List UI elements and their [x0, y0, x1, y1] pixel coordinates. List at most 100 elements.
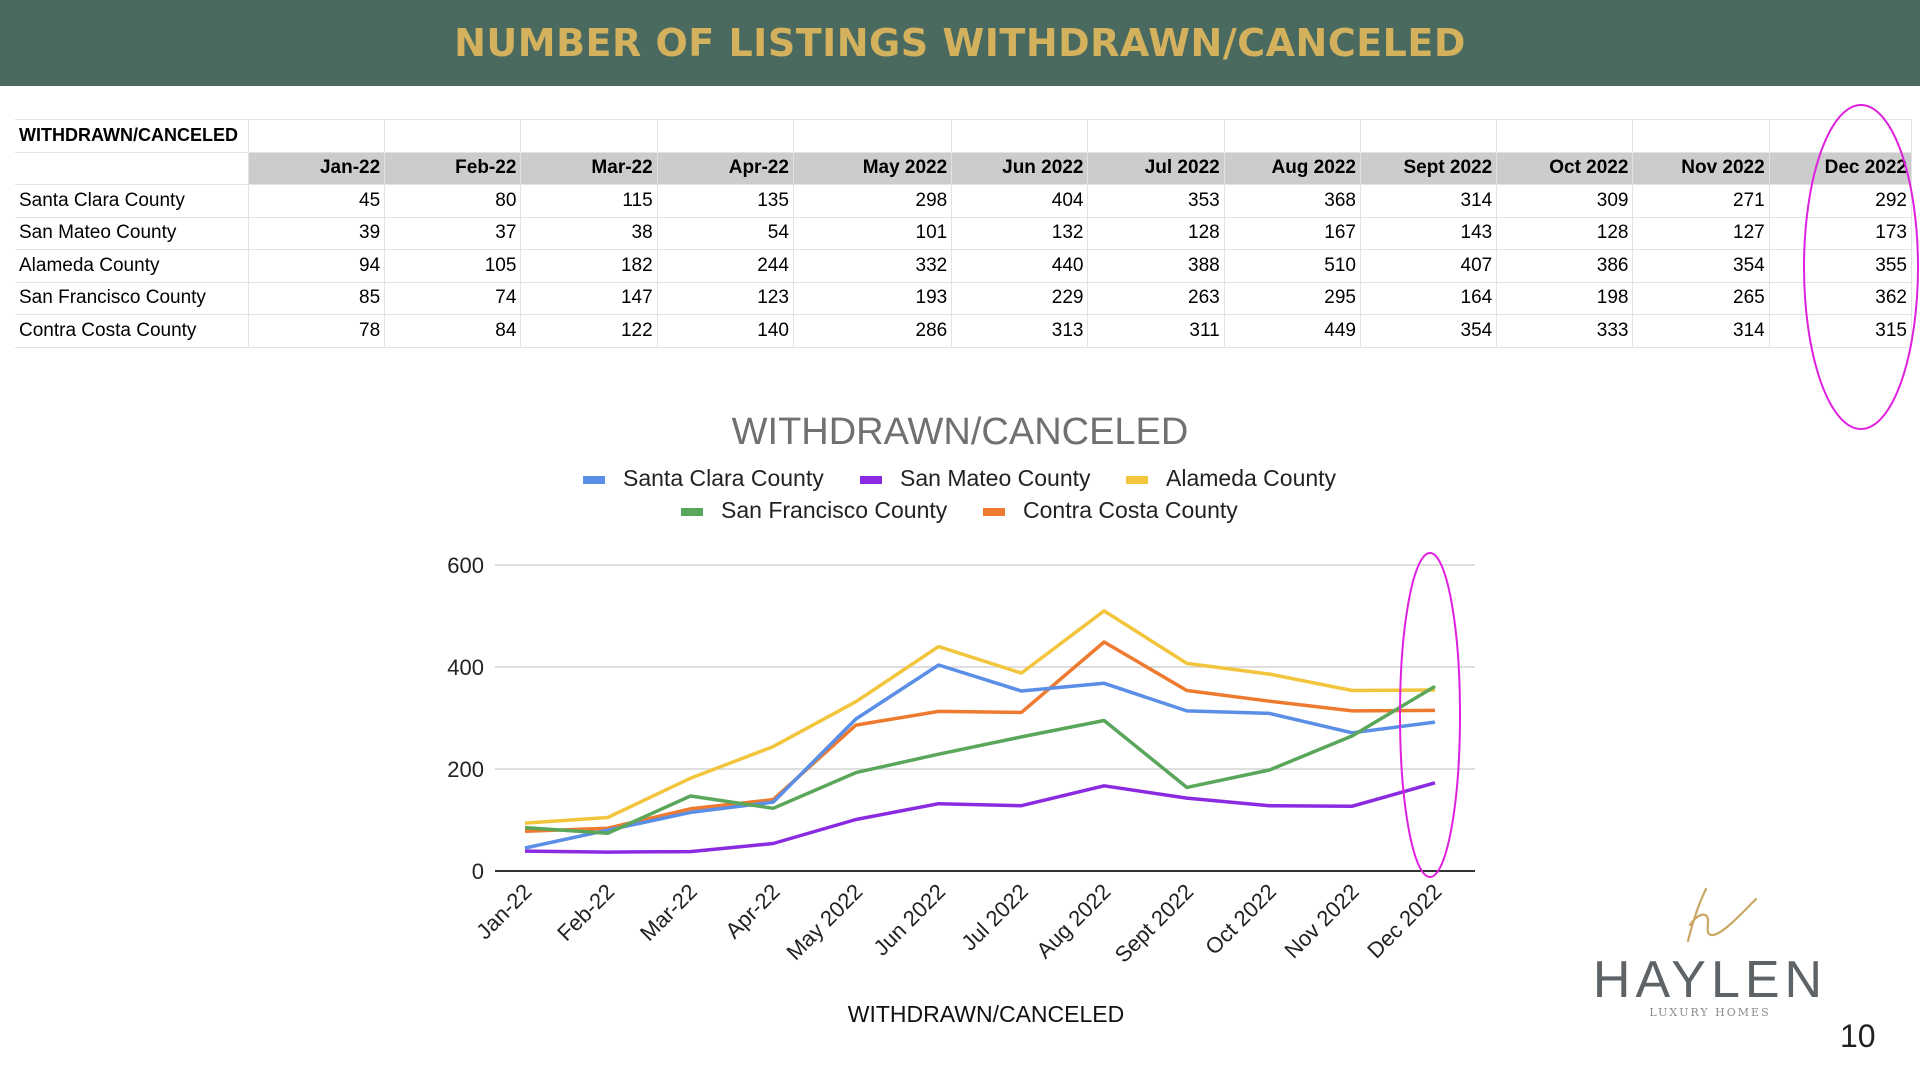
logo-subtitle: LUXURY HOMES: [1649, 1006, 1771, 1019]
table-cell: 311: [1087, 314, 1225, 348]
table-cell: 333: [1496, 314, 1634, 348]
table-cell: 122: [520, 314, 658, 348]
table-cell-empty: [657, 119, 794, 153]
table-row: San Francisco County 85 74 147 123 193 229 263 2…: [15, 282, 1913, 315]
table-cell-empty: [1632, 119, 1770, 153]
table-cell: 353: [1087, 184, 1225, 218]
table-cell: 182: [520, 249, 658, 283]
table-cell-empty: [384, 119, 522, 153]
y-tick-label: 400: [447, 655, 484, 680]
x-tick-label: Dec 2022: [1362, 879, 1446, 963]
table-title: WITHDRAWN/CANCELED: [15, 119, 249, 153]
table-column-header: Oct 2022: [1496, 152, 1634, 185]
table-cell: 265: [1632, 282, 1770, 315]
highlight-ellipse-chart: [1399, 552, 1461, 878]
y-tick-label: 600: [447, 553, 484, 578]
table-cell: 271: [1632, 184, 1770, 218]
table-cell: 292: [1769, 184, 1913, 218]
series-line: [524, 684, 1436, 836]
table-cell-empty: [1496, 119, 1634, 153]
table-cell: 309: [1496, 184, 1634, 218]
table-cell: 128: [1087, 217, 1225, 250]
table-cell: 313: [951, 314, 1089, 348]
table-cell: 39: [248, 217, 386, 250]
x-axis-title: WITHDRAWN/CANCELED: [848, 1001, 1124, 1027]
x-tick-label: Oct 2022: [1200, 879, 1281, 960]
series-line: [524, 781, 1436, 854]
series-line: [524, 640, 1436, 833]
series-line: [524, 663, 1436, 850]
table-column-header: Nov 2022: [1632, 152, 1770, 185]
table-cell: 94: [248, 249, 386, 283]
table-cell: 510: [1224, 249, 1361, 283]
y-tick-label: 200: [447, 757, 484, 782]
table-cell: 286: [793, 314, 953, 348]
table-cell: 407: [1360, 249, 1498, 283]
table-cell: 167: [1224, 217, 1361, 250]
x-tick-label: May 2022: [781, 879, 867, 965]
page-number: 10: [1840, 1018, 1876, 1054]
x-tick-label: Jul 2022: [956, 879, 1033, 956]
table-cell: 101: [793, 217, 953, 250]
table-cell-empty: [951, 119, 1089, 153]
county-name: San Mateo County: [15, 217, 249, 250]
highlight-ellipse-table: [1803, 104, 1919, 430]
table-column-header: Sept 2022: [1360, 152, 1498, 185]
table-cell: 404: [951, 184, 1089, 218]
legend-swatch: [681, 508, 703, 516]
table-cell: 37: [384, 217, 522, 250]
table-cell: 127: [1632, 217, 1770, 250]
table-cell: 314: [1360, 184, 1498, 218]
table-cell: 38: [520, 217, 658, 250]
county-name: San Francisco County: [15, 282, 249, 315]
table-row: Santa Clara County 45 80 115 135 298 404 353 368…: [15, 184, 1913, 218]
table-cell: 244: [657, 249, 794, 283]
county-name: Santa Clara County: [15, 184, 249, 218]
table-column-header: May 2022: [793, 152, 953, 185]
table-column-header: Jan-22: [248, 152, 386, 185]
x-tick-label: Mar-22: [635, 879, 702, 946]
x-tick-label: Jan-22: [471, 879, 536, 944]
table-cell: 128: [1496, 217, 1634, 250]
legend-label: Contra Costa County: [1023, 497, 1238, 523]
x-tick-label: Aug 2022: [1031, 879, 1115, 963]
county-name: Contra Costa County: [15, 314, 249, 348]
table-column-header: Dec 2022: [1769, 152, 1913, 185]
table-cell: 362: [1769, 282, 1913, 315]
table-cell: 315: [1769, 314, 1913, 348]
table-cell: 105: [384, 249, 522, 283]
table-cell: 164: [1360, 282, 1498, 315]
logo-mark-icon: [1686, 887, 1758, 943]
table-cell: 74: [384, 282, 522, 315]
table-cell: 54: [657, 217, 794, 250]
table-cell: 45: [248, 184, 386, 218]
table-cell: 85: [248, 282, 386, 315]
table-column-header: Apr-22: [657, 152, 794, 185]
table-cell: 388: [1087, 249, 1225, 283]
table-cell: 140: [657, 314, 794, 348]
table-cell: 173: [1769, 217, 1913, 250]
legend-swatch: [983, 508, 1005, 516]
x-tick-label: Jun 2022: [868, 879, 950, 961]
table-row: San Mateo County 39 37 38 54 101 132 128 167 143 1…: [15, 217, 1913, 250]
table-column-header: Mar-22: [520, 152, 658, 185]
x-tick-label: Sept 2022: [1110, 879, 1199, 968]
table-column-header: Jun 2022: [951, 152, 1089, 185]
data-table: WITHDRAWN/CANCELED Jan-22 Feb-22 Mar-22 Apr-…: [15, 119, 1913, 348]
table-title-row: WITHDRAWN/CANCELED: [15, 119, 1913, 153]
table-cell: 135: [657, 184, 794, 218]
legend-label: Alameda County: [1166, 465, 1337, 491]
x-tick-label: Apr-22: [720, 879, 784, 943]
table-cell-empty: [1087, 119, 1225, 153]
chart-title: WITHDRAWN/CANCELED: [732, 411, 1189, 453]
legend-swatch: [860, 476, 882, 484]
table-cell: 84: [384, 314, 522, 348]
y-tick-label: 0: [472, 859, 484, 884]
table-cell: 314: [1632, 314, 1770, 348]
table-cell: 198: [1496, 282, 1634, 315]
table-cell: 115: [520, 184, 658, 218]
table-cell: 263: [1087, 282, 1225, 315]
logo-name: HAYLEN: [1592, 951, 1828, 1009]
table-cell: 354: [1632, 249, 1770, 283]
